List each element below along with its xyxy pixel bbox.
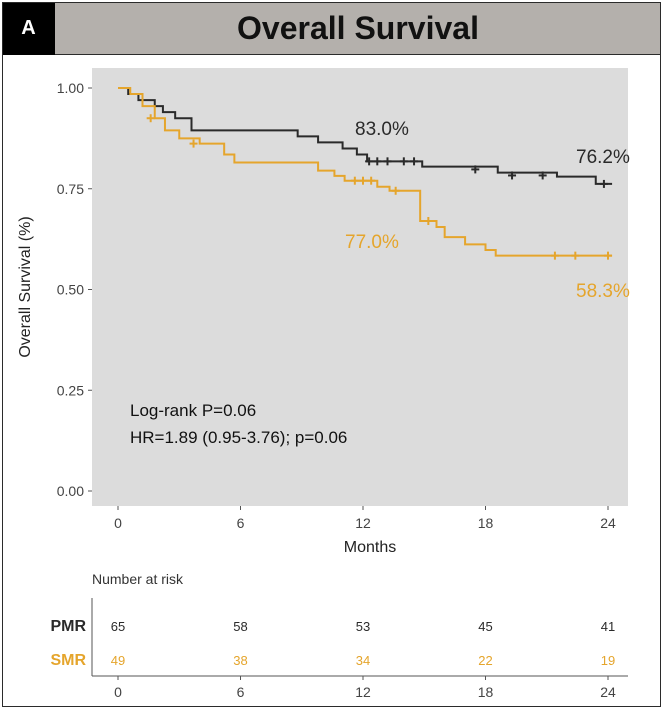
risk-count: 19	[601, 653, 615, 668]
risk-time-label: 24	[600, 684, 616, 700]
smr-label-12-months: 77.0%	[345, 232, 399, 253]
pmr-curve	[118, 87, 613, 185]
pmr-censor-mark	[410, 157, 419, 166]
risk-count: 58	[233, 619, 247, 634]
x-tick-label: 0	[114, 515, 122, 531]
smr-censor-mark	[550, 251, 559, 260]
smr-curve	[118, 87, 613, 257]
pmr-censor-mark	[538, 171, 547, 180]
smr-censor-mark	[189, 139, 198, 148]
pmr-censor-mark	[383, 157, 392, 166]
y-tick-label: 1.00	[57, 80, 84, 96]
smr-censor-mark	[604, 251, 612, 260]
logrank-annotation: Log-rank P=0.06	[130, 401, 256, 420]
risk-count: 41	[601, 619, 615, 634]
y-tick-label: 0.00	[57, 483, 84, 499]
smr-censor-mark	[359, 176, 367, 185]
panel-letter: A	[2, 2, 55, 55]
risk-count: 53	[356, 619, 370, 634]
chart-title: Overall Survival	[237, 10, 479, 46]
x-axis: 0 6 12 18 24	[114, 506, 616, 531]
x-tick-label: 12	[355, 515, 371, 531]
pmr-censor-mark	[599, 179, 608, 188]
risk-count: 34	[356, 653, 370, 668]
pmr-censor-mark	[365, 157, 374, 166]
risk-count: 22	[478, 653, 492, 668]
risk-time-label: 12	[355, 684, 371, 700]
plot-panel	[92, 68, 628, 506]
risk-count: 65	[111, 619, 125, 634]
smr-censor-mark	[571, 251, 580, 260]
y-axis: 0.00 0.25 0.50 0.75 1.00	[57, 80, 92, 499]
pmr-label-24-months: 76.2%	[576, 147, 630, 168]
x-tick-label: 24	[600, 515, 616, 531]
pmr-censor-mark	[373, 157, 382, 166]
smr-label-24-months: 58.3%	[576, 281, 630, 302]
x-tick-label: 18	[478, 515, 494, 531]
risk-time-label: 6	[237, 684, 245, 700]
risk-table: PMR 65 58 53 45 41 SMR 49 38 34 22 19 0 6 12 18 24	[50, 598, 628, 700]
risk-row-name: PMR	[50, 618, 86, 635]
y-tick-label: 0.75	[57, 181, 84, 197]
y-tick-label: 0.25	[57, 382, 84, 398]
pmr-censor-mark	[471, 165, 480, 174]
smr-censor-mark	[424, 216, 433, 225]
pmr-censor-mark	[399, 157, 408, 166]
smr-censor-mark	[367, 176, 376, 185]
series-layer	[118, 87, 613, 260]
risk-count: 49	[111, 653, 125, 668]
hazard-ratio-annotation: HR=1.89 (0.95-3.76); p=0.06	[130, 428, 347, 447]
smr-censor-mark	[146, 114, 155, 123]
pmr-censor-mark	[508, 171, 517, 180]
x-axis-label: Months	[344, 539, 396, 556]
x-tick-label: 6	[237, 515, 245, 531]
y-axis-label: Overall Survival (%)	[17, 216, 34, 357]
title-bar	[2, 2, 661, 55]
risk-time-label: 18	[478, 684, 494, 700]
smr-censor-mark	[350, 176, 359, 185]
risk-count: 45	[478, 619, 492, 634]
smr-censor-mark	[391, 186, 400, 195]
risk-count: 38	[233, 653, 247, 668]
risk-time-label: 0	[114, 684, 122, 700]
risk-table-title: Number at risk	[92, 571, 184, 587]
risk-row-name: SMR	[50, 652, 86, 669]
y-tick-label: 0.50	[57, 282, 84, 298]
pmr-label-12-months: 83.0%	[355, 119, 409, 140]
